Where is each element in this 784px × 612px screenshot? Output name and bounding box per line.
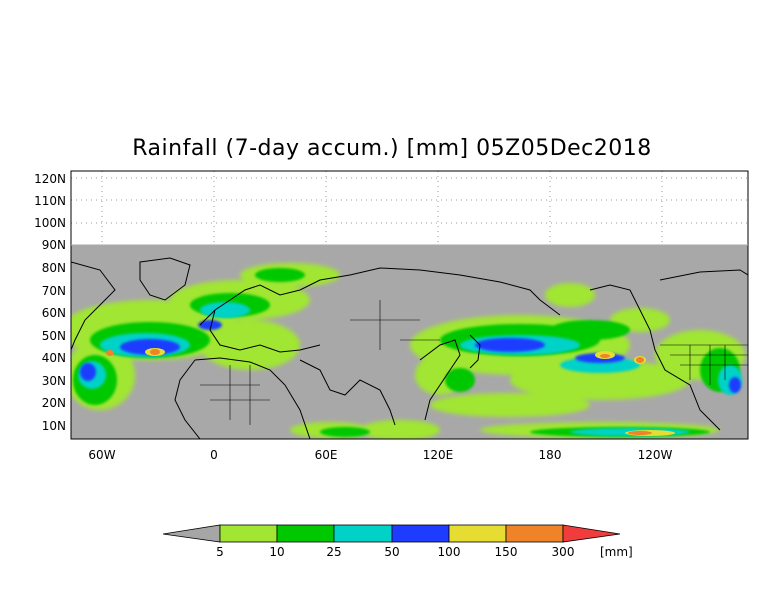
colorbar-label-300: 300 xyxy=(551,545,575,559)
lat-label-90n: 90N xyxy=(41,238,66,252)
rainfall-field xyxy=(71,245,748,439)
colorbar-bin-150-300 xyxy=(505,524,564,543)
colorbar-label-100: 100 xyxy=(437,545,461,559)
colorbar-low-arrow xyxy=(162,524,221,543)
colorbar-bin-25-50 xyxy=(333,524,393,543)
lat-label-10n: 10N xyxy=(41,419,66,433)
colorbar-label-10: 10 xyxy=(269,545,285,559)
lon-label-60w: 60W xyxy=(88,448,116,462)
lon-label-120e: 120E xyxy=(422,448,454,462)
colorbar-high-arrow xyxy=(562,524,621,543)
coastlines xyxy=(71,257,748,439)
colorbar-bin-10-25 xyxy=(276,524,335,543)
colorbar-unit: [mm] xyxy=(600,545,633,559)
lat-label-70n: 70N xyxy=(41,284,66,298)
lat-label-100n: 100N xyxy=(34,216,66,230)
colorbar-label-25: 25 xyxy=(326,545,342,559)
lon-label-120w: 120W xyxy=(637,448,673,462)
lat-label-40n: 40N xyxy=(41,351,66,365)
colorbar-label-5: 5 xyxy=(216,545,224,559)
lat-label-50n: 50N xyxy=(41,329,66,343)
map-title: Rainfall (7-day accum.) [mm] 05Z05Dec201… xyxy=(132,136,652,161)
colorbar-label-150: 150 xyxy=(494,545,518,559)
lon-label-60e: 60E xyxy=(314,448,338,462)
colorbar-bin-100-150 xyxy=(448,524,507,543)
lon-label-180: 180 xyxy=(538,448,562,462)
lat-label-30n: 30N xyxy=(41,374,66,388)
lat-label-110n: 110N xyxy=(34,194,66,208)
lat-label-80n: 80N xyxy=(41,261,66,275)
colorbar-bin-50-100 xyxy=(391,524,450,543)
colorbar-bin-5-10 xyxy=(219,524,278,543)
lat-label-20n: 20N xyxy=(41,396,66,410)
rain-band-150-300 xyxy=(106,349,652,435)
lat-label-60n: 60N xyxy=(41,306,66,320)
colorbar-label-50: 50 xyxy=(384,545,400,559)
plot-border xyxy=(70,170,749,440)
colorbar xyxy=(162,524,621,543)
borders xyxy=(200,300,748,425)
lon-label-0: 0 xyxy=(210,448,218,462)
lat-label-120n: 120N xyxy=(34,172,66,186)
